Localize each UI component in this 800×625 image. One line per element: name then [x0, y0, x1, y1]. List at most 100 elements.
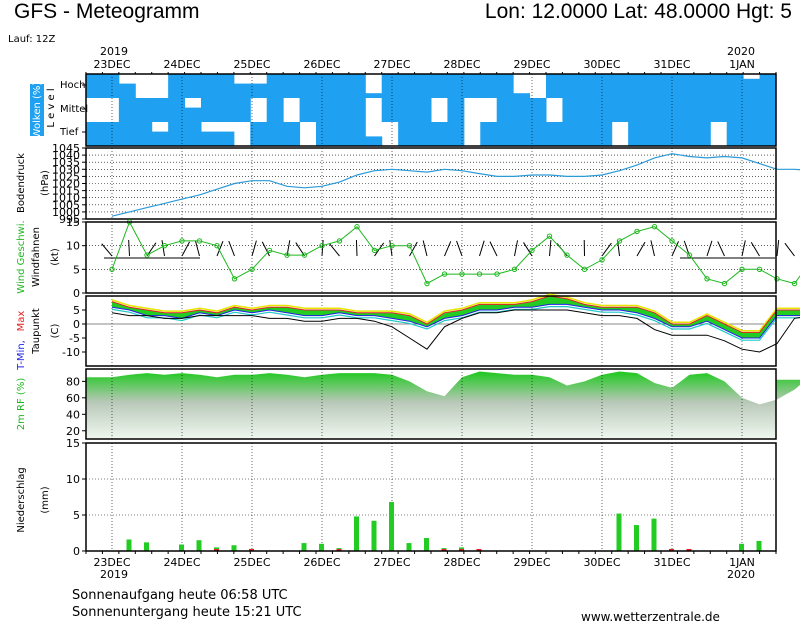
wind-speed-point — [756, 266, 763, 273]
wind-barb — [194, 240, 200, 257]
rh-tick-label: 80 — [66, 375, 80, 388]
cloud-low-cell — [595, 122, 613, 146]
wind-tick-label: 15 — [66, 216, 80, 229]
year-label-start-top: 2019 — [100, 45, 128, 58]
day-label-top: 29DEC — [513, 58, 550, 71]
rh-tick-label: 60 — [66, 392, 80, 405]
cloud-mid-cell — [693, 98, 711, 122]
day-label-bottom: 1JAN — [729, 556, 755, 569]
cloud-high-cell — [118, 83, 136, 98]
temp-ylabel-dew: Taupunkt — [31, 308, 42, 355]
wind-barb — [706, 240, 713, 257]
precip-trace-bar — [476, 549, 482, 551]
day-label-bottom: 25DEC — [233, 556, 270, 569]
cloud-mid-cell — [348, 98, 366, 122]
day-label-top: 24DEC — [163, 58, 200, 71]
cloud-low-cell — [480, 122, 498, 146]
cloud-high-cell — [299, 74, 317, 98]
wind-barb — [128, 239, 130, 257]
wind-tick-label: 10 — [66, 240, 80, 253]
cloud-high-cell — [546, 74, 563, 98]
wind-speed-point — [669, 238, 675, 244]
cloud-mid-cell — [151, 98, 169, 122]
wind-speed-point — [179, 238, 185, 244]
cloud-mid-cell — [217, 98, 235, 122]
cloud-low-cell — [677, 122, 695, 146]
wind-barb — [479, 240, 485, 257]
temp-ylabel-min: T-Min, — [16, 340, 27, 371]
rh-area — [86, 371, 800, 439]
cloud-low-cell — [168, 122, 186, 146]
cloud-mid-cell — [513, 98, 531, 122]
temp-tick-label: -10 — [62, 346, 80, 359]
cloud-low-cell — [398, 122, 416, 146]
wind-speed-point — [739, 266, 745, 273]
cloud-mid-cell — [201, 98, 218, 122]
cloud-high-cell — [414, 74, 432, 98]
wind-barb — [523, 242, 533, 257]
source-url: www.wetterzentrale.de — [581, 610, 720, 624]
wind-unit: (kt) — [50, 248, 61, 266]
page-title: GFS - Meteogramm — [14, 0, 200, 23]
pressure-tick-label: 1020 — [52, 178, 80, 191]
cloud-low-cell — [316, 122, 333, 146]
cloud-low-cell — [661, 122, 678, 146]
cloud-high-cell — [184, 74, 202, 98]
wind-speed-point — [651, 224, 658, 230]
wind-speed-point — [389, 242, 395, 249]
day-label-bottom: 29DEC — [513, 556, 550, 569]
wind-speed-point — [721, 280, 728, 287]
cloud-high-cell — [316, 74, 333, 98]
cloud-high-cell — [348, 74, 366, 98]
cloud-low-cell — [250, 122, 268, 146]
wind-barb — [784, 242, 795, 257]
cloud-mid-cell — [562, 98, 580, 122]
cloud-high-cell — [463, 74, 481, 98]
wind-speed-point — [441, 271, 448, 277]
wind-tick-label: 0 — [73, 287, 80, 300]
cloud-mid-cell — [266, 98, 284, 122]
precip-bar — [371, 520, 377, 551]
cloud-level-2: Tief — [59, 127, 79, 138]
cloud-mid-cell — [168, 98, 186, 122]
cloud-low-cell — [201, 131, 218, 146]
wind-speed-point — [511, 266, 518, 273]
wind-speed-point — [529, 247, 535, 254]
cloud-mid-cell — [578, 98, 596, 122]
cloud-low-cell — [759, 122, 777, 146]
cloud-mid-cell — [726, 98, 744, 122]
cloud-high-cell — [398, 74, 416, 98]
wind-barb — [216, 240, 224, 257]
cloud-low-cell — [135, 122, 153, 146]
cloud-low-cell — [496, 122, 514, 146]
precip-tick-label: 5 — [73, 509, 80, 522]
wind-barb — [601, 242, 612, 257]
temp-tick-label: -5 — [69, 332, 80, 345]
cloud-high-cell — [595, 74, 613, 98]
wind-barb — [251, 240, 257, 257]
cloud-mid-cell — [233, 98, 251, 122]
wind-barb — [228, 240, 235, 257]
cloud-low-cell — [743, 122, 761, 146]
wind-speed-point — [704, 276, 710, 282]
cloud-low-cell — [431, 122, 448, 146]
precip-bar — [651, 518, 657, 551]
cloud-high-cell — [86, 74, 103, 98]
cloud-high-cell — [759, 74, 777, 98]
day-label-bottom: 27DEC — [373, 556, 410, 569]
pressure-panel: 9951000100510101015102010251030103510401… — [16, 142, 800, 226]
wind-speed-point — [616, 238, 623, 244]
day-label-bottom: 26DEC — [303, 556, 340, 569]
day-label-bottom: 30DEC — [583, 556, 620, 569]
cloud-high-cell — [628, 74, 646, 98]
year-label-end-top: 2020 — [727, 45, 755, 58]
pressure-tick-label: 1040 — [52, 149, 80, 162]
cloud-low-cell — [628, 122, 646, 146]
cloud-level-0: Hoch — [60, 80, 85, 91]
wind-barb — [329, 243, 340, 257]
precip-trace-bar — [214, 549, 219, 551]
day-label-top: 1JAN — [729, 58, 755, 71]
wind-speed-point — [336, 238, 343, 244]
location-info: Lon: 12.0000 Lat: 48.0000 Hgt: 5 — [484, 0, 792, 23]
